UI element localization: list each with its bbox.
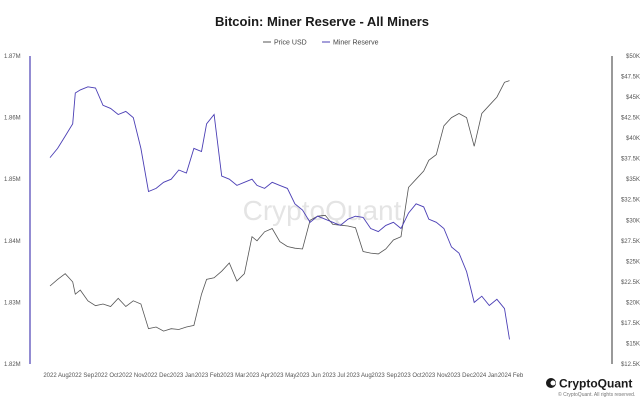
brand-logo: CryptoQuant — [546, 377, 632, 391]
x-tick-label: 2022 Sep — [68, 373, 94, 379]
right-tick-label: $35K — [626, 177, 640, 183]
watermark: CryptoQuant — [243, 195, 402, 226]
legend-item-reserve: Miner Reserve — [322, 40, 379, 47]
left-tick-label: 1.85M — [4, 177, 21, 183]
x-tick-label: 2023 May — [270, 373, 296, 379]
x-tick-label: 2023 Aug — [346, 373, 371, 379]
brand-logo-icon-inner — [550, 380, 556, 386]
x-tick-label: 2023 Jul — [322, 373, 345, 379]
right-tick-label: $15K — [626, 341, 640, 347]
x-tick-label: 2024 Feb — [498, 373, 524, 379]
legend: Price USD Miner Reserve — [263, 40, 379, 47]
x-tick-label: 2023 Mar — [220, 373, 245, 379]
price-usd-line — [49, 80, 510, 332]
x-tick-label: 2022 Oct — [94, 373, 119, 379]
right-tick-label: $17.5K — [621, 321, 640, 327]
x-tick-label: 2023 Jun — [296, 373, 321, 379]
legend-label-reserve: Miner Reserve — [333, 40, 379, 47]
right-tick-label: $45K — [626, 95, 640, 101]
right-tick-label: $47.5K — [621, 75, 640, 81]
right-tick-label: $42.5K — [621, 116, 640, 122]
left-tick-label: 1.84M — [4, 239, 21, 245]
x-tick-label: 2022 Aug — [43, 373, 68, 379]
legend-item-price: Price USD — [263, 40, 307, 47]
right-tick-label: $22.5K — [621, 280, 640, 286]
x-tick-label: 2022 Nov — [119, 373, 145, 379]
right-tick-label: $37.5K — [621, 157, 640, 163]
right-tick-label: $20K — [626, 300, 640, 306]
chart-title: Bitcoin: Miner Reserve - All Miners — [215, 14, 429, 29]
left-tick-label: 1.83M — [4, 300, 21, 306]
miner-reserve-line — [49, 86, 510, 340]
brand-name: CryptoQuant — [559, 377, 632, 391]
x-tick-label: 2023 Nov — [422, 373, 448, 379]
x-tick-label: 2024 Jan — [473, 373, 498, 379]
right-axis-ticks: $12.5K $15K $17.5K $20K $22.5K $25K $27.5K $30K… — [621, 54, 640, 368]
right-tick-label: $40K — [626, 136, 640, 142]
right-tick-label: $50K — [626, 54, 640, 60]
left-tick-label: 1.82M — [4, 362, 21, 368]
x-tick-label: 2022 Dec — [144, 373, 170, 379]
right-tick-label: $25K — [626, 259, 640, 265]
right-tick-label: $32.5K — [621, 198, 640, 204]
right-tick-label: $30K — [626, 218, 640, 224]
left-tick-label: 1.87M — [4, 54, 21, 60]
x-tick-label: 2023 Oct — [397, 373, 422, 379]
left-tick-label: 1.86M — [4, 116, 21, 122]
copyright: © CryptoQuant. All rights reserved. — [558, 391, 635, 398]
x-tick-label: 2023 Feb — [195, 373, 221, 379]
x-tick-label: 2023 Jan — [170, 373, 195, 379]
x-axis-ticks: 2022 Aug 2022 Sep 2022 Oct 2022 Nov 2022 Dec… — [43, 373, 524, 379]
right-tick-label: $12.5K — [621, 362, 640, 368]
right-tick-label: $27.5K — [621, 239, 640, 245]
left-axis-ticks: 1.82M 1.83M 1.84M 1.85M 1.86M 1.87M — [4, 54, 21, 368]
x-tick-label: 2023 Sep — [371, 373, 397, 379]
x-tick-label: 2023 Dec — [447, 373, 473, 379]
x-tick-label: 2023 Apr — [246, 373, 270, 379]
legend-label-price: Price USD — [274, 40, 307, 47]
